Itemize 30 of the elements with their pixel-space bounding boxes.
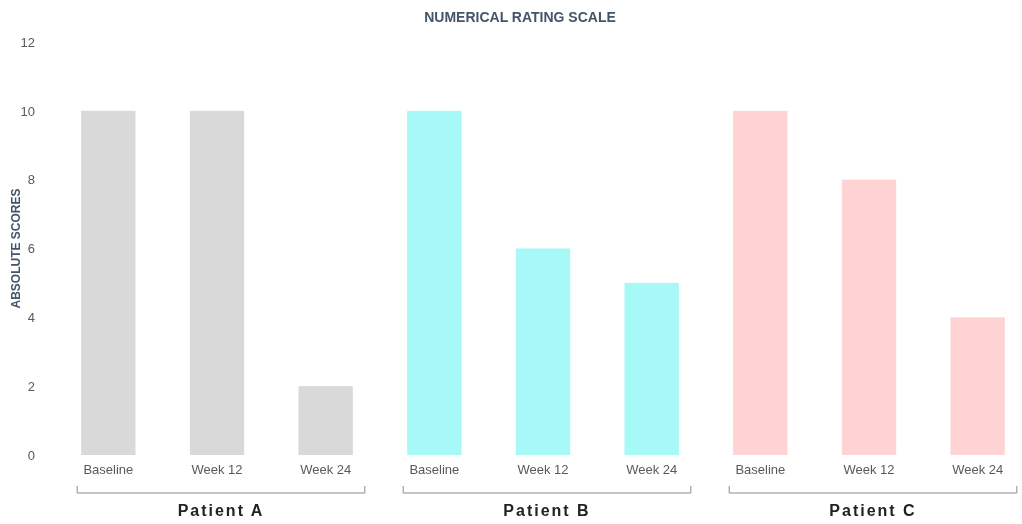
x-tick-label: Week 24 bbox=[300, 461, 352, 477]
y-tick-label: 2 bbox=[27, 378, 35, 394]
y-tick-label: 0 bbox=[27, 447, 35, 463]
x-tick-label: Baseline bbox=[83, 461, 134, 477]
x-tick-label: Baseline bbox=[409, 461, 460, 477]
bar bbox=[515, 248, 571, 455]
x-tick-label: Baseline bbox=[735, 461, 786, 477]
y-axis-title: ABSOLUTE SCORES bbox=[9, 188, 23, 309]
text: Patient B bbox=[503, 502, 591, 519]
text: Patient C bbox=[829, 502, 917, 519]
y-tick-label: 12 bbox=[20, 34, 35, 50]
x-tick-label: Week 24 bbox=[952, 461, 1004, 477]
y-tick-label: 8 bbox=[27, 172, 35, 188]
bar bbox=[624, 282, 679, 455]
bar bbox=[81, 110, 136, 455]
x-tick-label: Week 24 bbox=[626, 461, 678, 477]
x-tick-label: Week 12 bbox=[843, 461, 895, 477]
bar bbox=[189, 110, 245, 455]
y-tick-label: 10 bbox=[20, 103, 35, 119]
bar bbox=[950, 317, 1005, 455]
y-tick-label: 6 bbox=[27, 241, 35, 257]
bar bbox=[733, 110, 788, 455]
chart-title: NUMERICAL RATING SCALE bbox=[424, 9, 616, 25]
x-tick-label: Week 12 bbox=[191, 461, 243, 477]
text: Patient A bbox=[177, 502, 265, 519]
bar bbox=[841, 179, 897, 455]
bar bbox=[407, 110, 462, 455]
y-tick-label: 4 bbox=[27, 309, 35, 325]
x-tick-label: Week 12 bbox=[517, 461, 569, 477]
bar bbox=[298, 386, 353, 455]
